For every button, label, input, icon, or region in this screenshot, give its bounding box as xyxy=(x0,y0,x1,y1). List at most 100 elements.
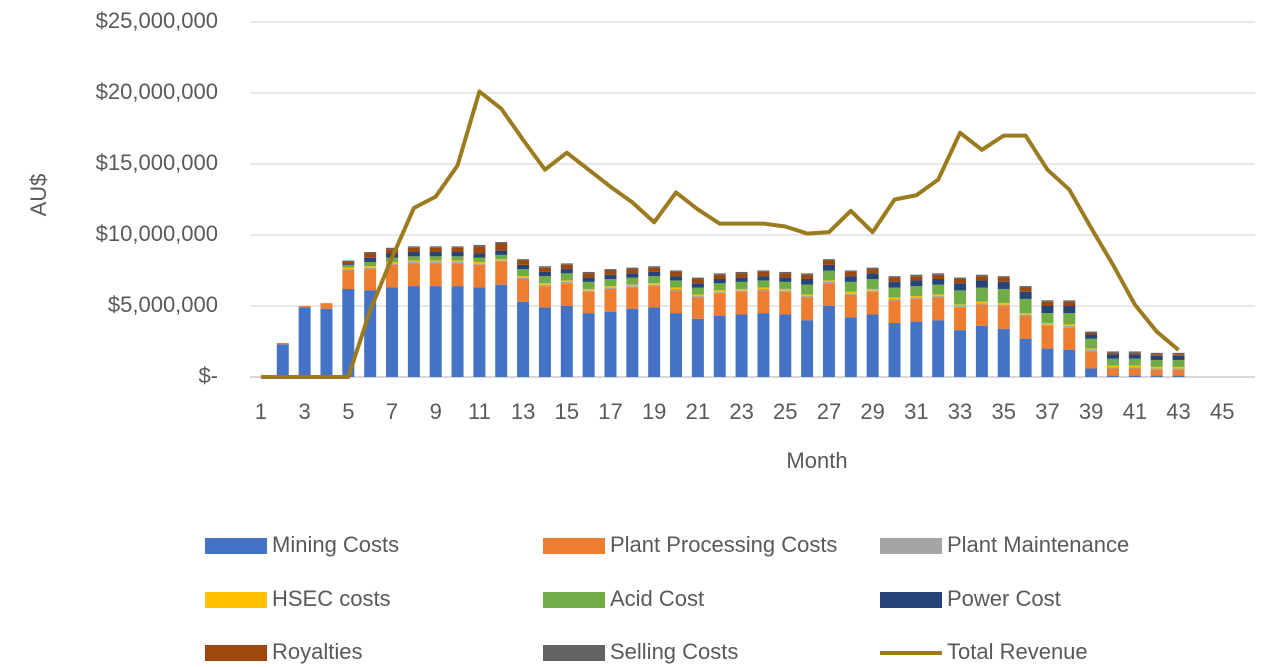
bar-segment xyxy=(1172,354,1185,356)
bar-segment xyxy=(495,261,508,285)
bar-segment xyxy=(801,294,814,297)
bar-segment xyxy=(997,306,1010,329)
bar-segment xyxy=(1150,354,1163,356)
legend-swatch xyxy=(543,645,605,661)
bar-segment xyxy=(1041,306,1054,314)
bar-segment xyxy=(1106,367,1119,369)
bar-segment xyxy=(342,288,355,377)
bar-segment xyxy=(1041,313,1054,324)
bar-segment xyxy=(320,303,333,309)
bar-segment xyxy=(888,281,901,288)
bar-segment xyxy=(517,264,530,270)
bar-segment xyxy=(1172,355,1185,360)
bar-segment xyxy=(386,263,399,265)
bar-segment xyxy=(1172,375,1185,377)
bar-segment xyxy=(822,281,835,284)
bar-segment xyxy=(757,280,770,288)
bar-segment xyxy=(670,276,683,281)
bar-segment xyxy=(342,267,355,270)
bar-segment xyxy=(407,260,420,262)
bar-segment xyxy=(844,276,857,282)
bar-segment xyxy=(844,293,857,295)
x-tick-label: 9 xyxy=(430,399,442,424)
bar-segment xyxy=(888,300,901,324)
bar-segment xyxy=(364,257,377,262)
bar-segment xyxy=(560,306,573,377)
bar-segment xyxy=(713,273,726,275)
bar-segment xyxy=(495,254,508,260)
bar-segment xyxy=(429,256,442,261)
bar-segment xyxy=(1063,306,1076,314)
bar-segment xyxy=(822,283,835,306)
bar-segment xyxy=(713,290,726,292)
bar-segment xyxy=(757,271,770,277)
bar-segment xyxy=(975,274,988,277)
bar-segment xyxy=(451,246,464,248)
bar-segment xyxy=(779,273,792,278)
bar-segment xyxy=(932,274,945,280)
bar-segment xyxy=(495,259,508,261)
bar-segment xyxy=(1128,354,1141,359)
bar-segment xyxy=(473,246,486,254)
bar-segment xyxy=(757,313,770,377)
legend-label: Royalties xyxy=(272,639,362,664)
bar-segment xyxy=(844,294,857,318)
bar-segment xyxy=(691,318,704,377)
bar-segment xyxy=(844,291,857,294)
bar-segment xyxy=(429,260,442,262)
bar-segment xyxy=(997,303,1010,305)
x-tick-label: 41 xyxy=(1123,399,1147,424)
bar-segment xyxy=(954,283,967,291)
bar-segment xyxy=(866,279,879,289)
bar-segment xyxy=(1085,351,1098,369)
bar-segment xyxy=(604,269,617,271)
bar-segment xyxy=(1041,324,1054,326)
bar-segment xyxy=(429,247,442,253)
bar-segment xyxy=(604,288,617,312)
bar-segment xyxy=(451,261,464,264)
bar-segment xyxy=(822,280,835,282)
bar-segment xyxy=(997,304,1010,306)
bar-segment xyxy=(1128,352,1141,355)
y-tick-label: $20,000,000 xyxy=(96,79,218,104)
bar-segment xyxy=(560,263,573,265)
bar-segment xyxy=(364,267,377,270)
x-tick-label: 45 xyxy=(1210,399,1234,424)
bar-segment xyxy=(386,287,399,377)
bar-segment xyxy=(801,279,814,285)
bar-segment xyxy=(822,270,835,281)
bar-segment xyxy=(364,261,377,267)
bar-segment xyxy=(364,253,377,258)
bar-segment xyxy=(866,288,879,291)
x-tick-label: 1 xyxy=(255,399,267,424)
bar-segment xyxy=(626,287,639,309)
bar-segment xyxy=(1041,301,1054,306)
x-tick-label: 37 xyxy=(1035,399,1059,424)
bar-segment xyxy=(1063,313,1076,325)
bar-segment xyxy=(1041,300,1054,302)
bar-segment xyxy=(1150,367,1163,369)
bar-segment xyxy=(648,286,661,308)
bar-segment xyxy=(779,291,792,315)
x-tick-label: 7 xyxy=(386,399,398,424)
bar-segment xyxy=(954,304,967,306)
bar-segment xyxy=(298,307,311,377)
bar-segment xyxy=(604,279,617,287)
bar-segment xyxy=(517,279,530,302)
bar-segment xyxy=(1106,351,1119,353)
bar-segment xyxy=(386,249,399,254)
bar-segment xyxy=(932,294,945,297)
bar-segment xyxy=(932,320,945,377)
legend-label: Power Cost xyxy=(947,586,1061,611)
bar-segment xyxy=(1172,359,1185,368)
bar-segment xyxy=(1063,350,1076,377)
legend-swatch xyxy=(205,592,267,608)
bar-segment xyxy=(517,277,530,280)
x-tick-label: 15 xyxy=(555,399,579,424)
bar-segment xyxy=(451,286,464,377)
bar-segment xyxy=(670,313,683,377)
legend-swatch xyxy=(543,592,605,608)
bar-segment xyxy=(648,307,661,377)
bar-segment xyxy=(713,293,726,316)
bar-segment xyxy=(779,277,792,282)
